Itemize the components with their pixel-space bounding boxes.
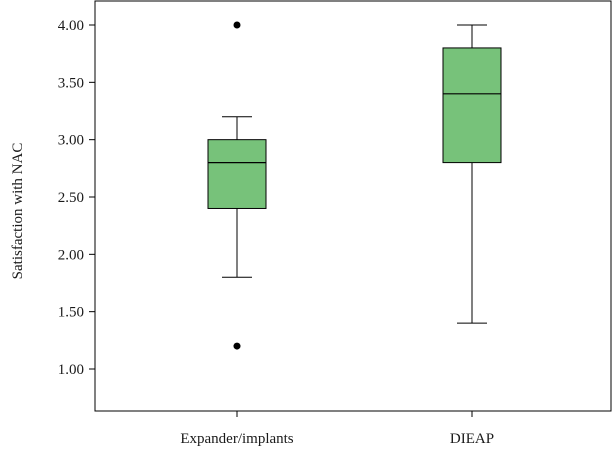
outlier-point xyxy=(233,342,241,350)
y-tick-label: 1.00 xyxy=(58,362,84,378)
y-tick-label: 4.00 xyxy=(58,18,84,34)
box-group xyxy=(207,21,267,350)
x-axis: Expander/implants DIEAP xyxy=(180,411,494,447)
outlier-point xyxy=(233,21,241,29)
y-tick-label: 3.50 xyxy=(58,75,84,91)
y-tick-label: 2.00 xyxy=(58,247,84,263)
y-axis: 1.00 1.50 2.00 2.50 3.00 3.50 4.00 xyxy=(58,18,95,378)
interquartile-box xyxy=(207,139,267,209)
y-tick-label: 3.00 xyxy=(58,133,84,149)
x-tick-label: DIEAP xyxy=(450,431,494,447)
y-tick-label: 1.50 xyxy=(58,305,84,321)
y-axis-title: Satisfaction with NAC xyxy=(10,143,26,280)
plot-area-frame xyxy=(94,0,612,412)
box-series xyxy=(207,21,502,350)
x-tick-label: Expander/implants xyxy=(180,431,293,447)
y-tick-label: 2.50 xyxy=(58,190,84,206)
box-group xyxy=(442,24,502,324)
interquartile-box xyxy=(442,47,502,164)
